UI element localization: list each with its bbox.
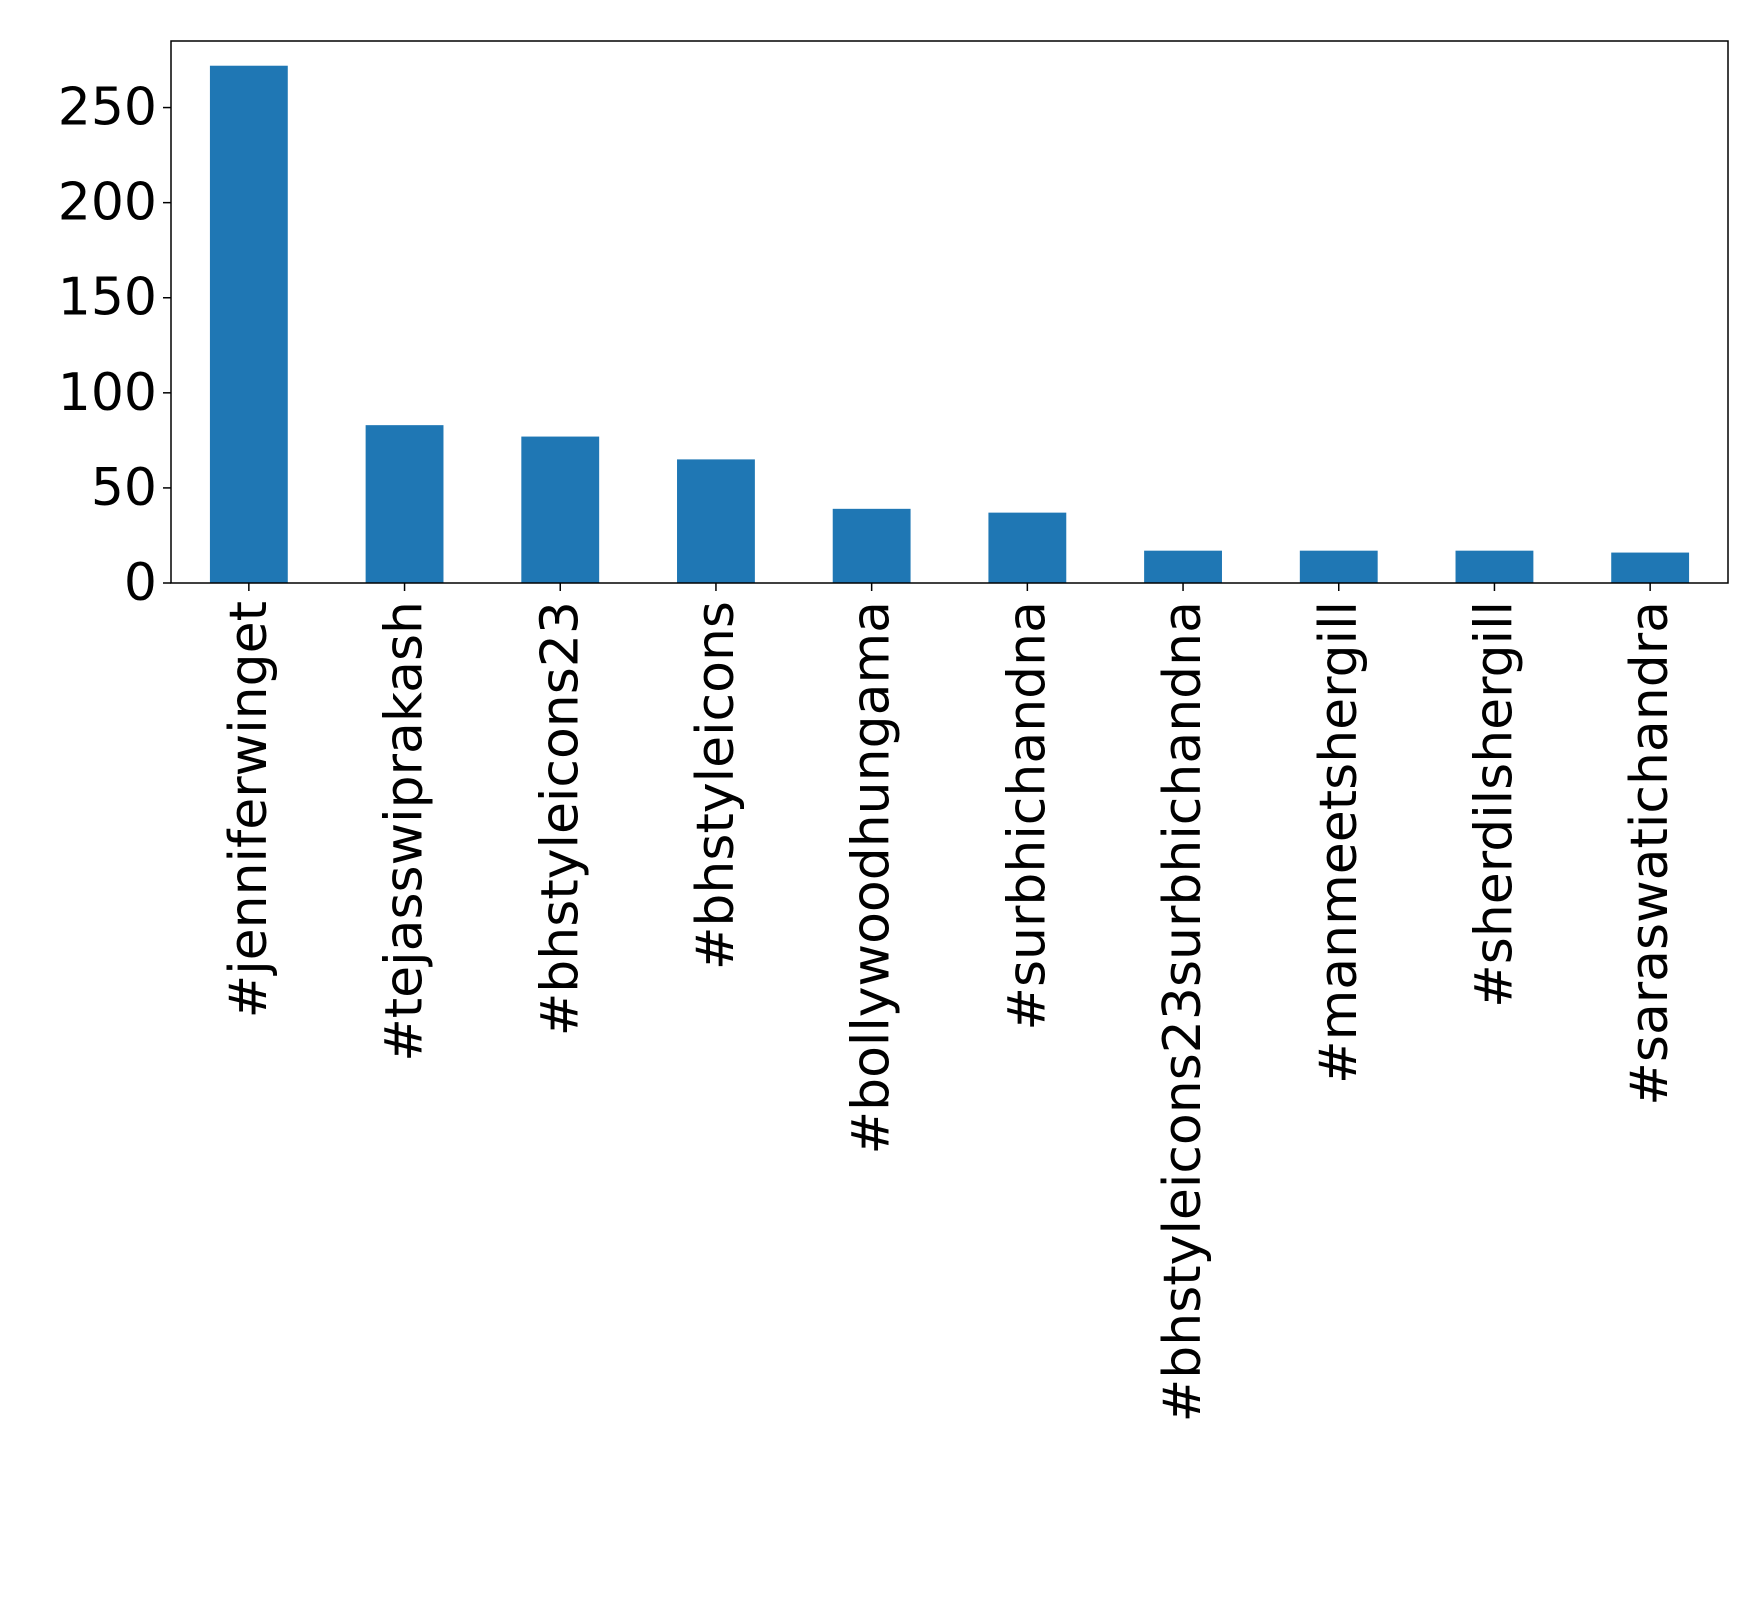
bar-1 bbox=[365, 425, 444, 583]
y-tick-label-4: 200 bbox=[58, 173, 157, 233]
bar-4 bbox=[832, 508, 911, 583]
bars-group bbox=[209, 65, 1690, 584]
x-tick-label-2: #bhstyleicons23 bbox=[530, 601, 590, 1036]
x-tick-label-1: #tejasswiprakash bbox=[375, 601, 435, 1062]
x-tick-label-0: #jenniferwinget bbox=[219, 601, 279, 1018]
bar-8 bbox=[1455, 550, 1534, 583]
bar-3 bbox=[677, 459, 755, 583]
x-tick-label-5: #surbhichandna bbox=[997, 601, 1057, 1031]
bar-9 bbox=[1611, 552, 1690, 583]
x-tick-label-8: #sherdilshergill bbox=[1464, 601, 1524, 1008]
y-tick-label-1: 50 bbox=[91, 458, 157, 518]
x-tick-label-4: #bollywoodhungama bbox=[842, 601, 902, 1155]
x-tick-label-6: #bhstyleicons23surbhichandna bbox=[1153, 601, 1213, 1422]
x-tick-label-7: #manmeetshergill bbox=[1309, 601, 1369, 1084]
x-tick-label-9: #saraswatichandra bbox=[1620, 601, 1680, 1106]
bar-5 bbox=[988, 512, 1067, 583]
y-tick-label-0: 0 bbox=[124, 553, 157, 613]
bar-6 bbox=[1144, 550, 1222, 583]
plot-frame bbox=[170, 40, 1729, 584]
bar-0 bbox=[209, 65, 288, 584]
y-tick-label-5: 250 bbox=[58, 78, 157, 138]
y-axis: 0 50 100 150 200 250 bbox=[58, 78, 171, 613]
x-axis: #jenniferwinget #tejasswiprakash #bhstylei… bbox=[219, 583, 1680, 1422]
bar-7 bbox=[1299, 550, 1378, 583]
x-tick-label-3: #bhstyleicons bbox=[686, 601, 746, 970]
y-tick-label-3: 150 bbox=[58, 268, 157, 328]
y-tick-label-2: 100 bbox=[58, 363, 157, 423]
bar-2 bbox=[521, 436, 600, 583]
